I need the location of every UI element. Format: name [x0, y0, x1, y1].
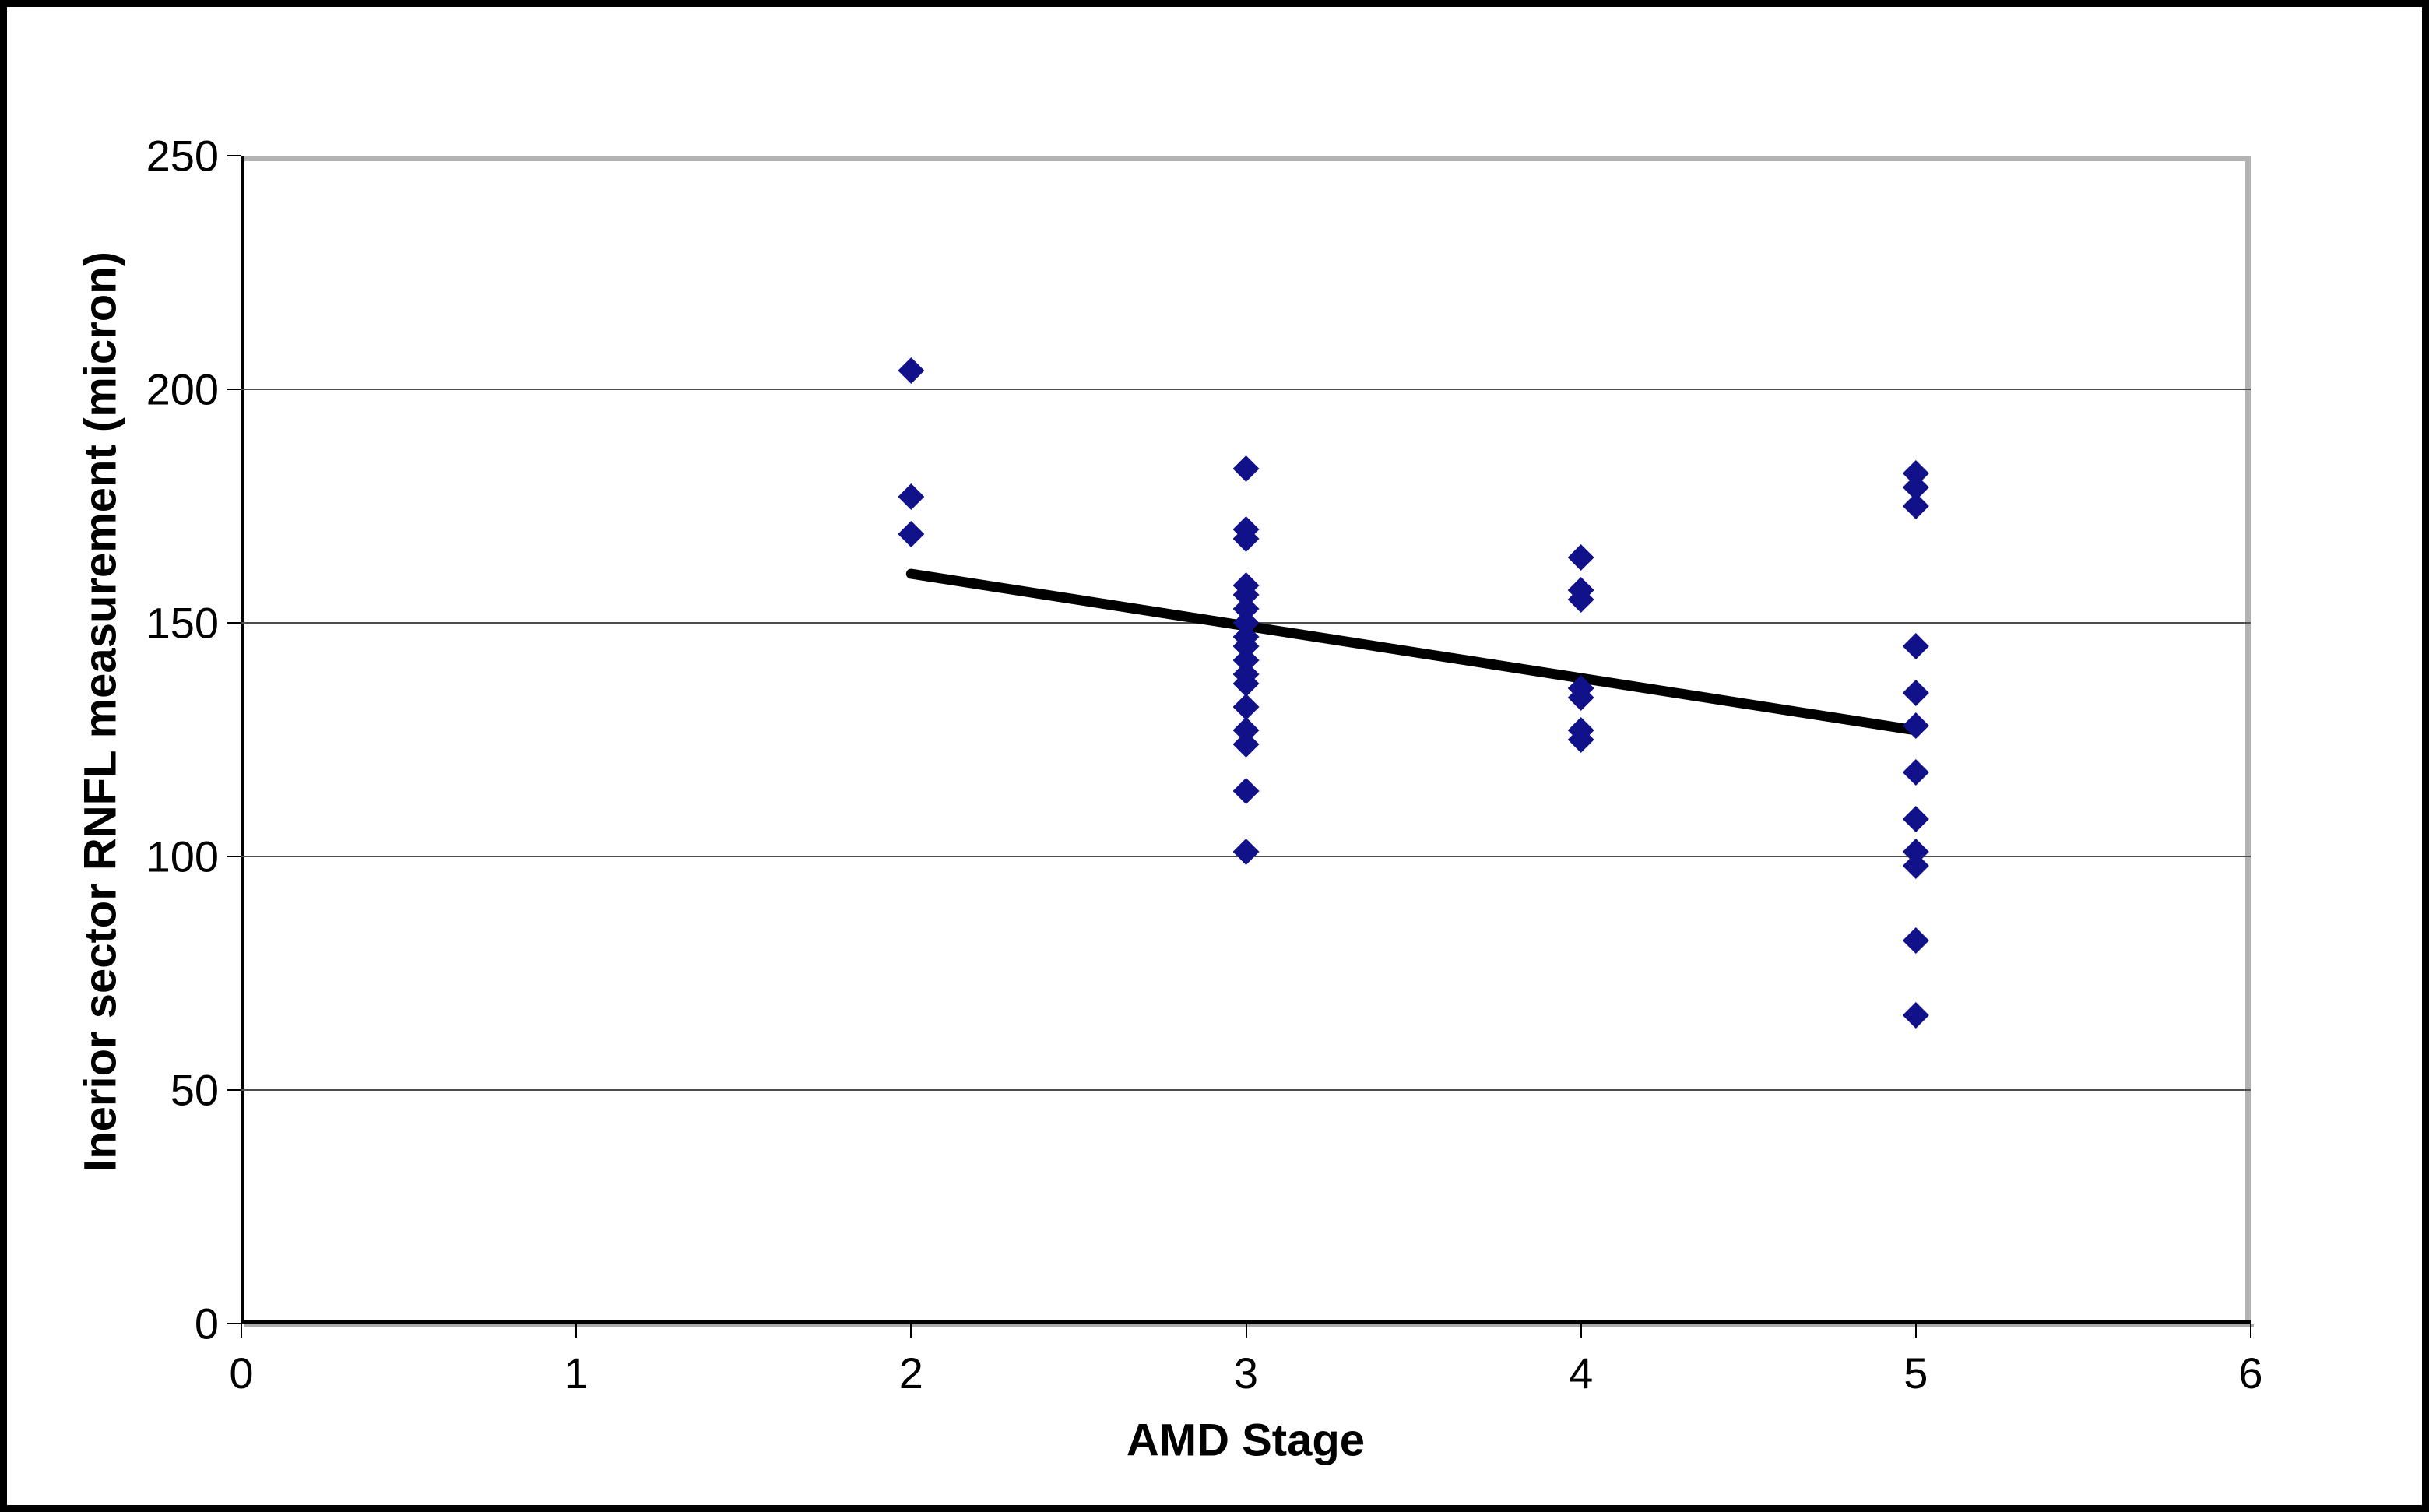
x-tick-mark-0: [241, 1324, 242, 1338]
x-tick-label-2: 2: [898, 1348, 923, 1398]
y-tick-mark-150: [227, 622, 241, 624]
x-tick-label-5: 5: [1903, 1348, 1928, 1398]
y-tick-label-200: 200: [146, 364, 219, 414]
x-axis-line: [241, 1320, 2251, 1324]
y-tick-mark-50: [227, 1089, 241, 1091]
y-tick-mark-0: [227, 1323, 241, 1324]
x-tick-label-6: 6: [2238, 1348, 2263, 1398]
y-tick-label-50: 50: [170, 1065, 219, 1115]
x-tick-mark-3: [1245, 1324, 1247, 1338]
y-tick-mark-200: [227, 389, 241, 390]
x-tick-mark-4: [1580, 1324, 1582, 1338]
x-axis-shadow: [244, 1324, 2254, 1327]
plot-border-top: [241, 156, 2251, 161]
y-tick-label-100: 100: [146, 832, 219, 881]
x-tick-label-4: 4: [1569, 1348, 1594, 1398]
y-tick-label-250: 250: [146, 131, 219, 181]
x-axis-title: AMD Stage: [1126, 1415, 1366, 1466]
trend-line: [905, 568, 1921, 736]
plot-area: [227, 155, 2254, 1338]
x-tick-mark-1: [575, 1324, 578, 1338]
y-tick-mark-250: [227, 155, 241, 156]
x-tick-mark-5: [1914, 1324, 1917, 1338]
x-tick-label-0: 0: [229, 1348, 254, 1398]
y-tick-label-150: 150: [146, 598, 219, 648]
y-tick-label-0: 0: [194, 1299, 219, 1348]
y-gridline-50: [241, 1089, 2251, 1091]
x-tick-mark-6: [2250, 1324, 2251, 1338]
y-tick-mark-100: [227, 856, 241, 857]
x-tick-mark-2: [910, 1324, 912, 1338]
x-tick-label-3: 3: [1233, 1348, 1259, 1398]
x-tick-label-1: 1: [564, 1348, 589, 1398]
y-gridline-200: [241, 389, 2251, 390]
y-axis-line: [241, 156, 244, 1324]
y-axis-title: Inerior sector RNFL measurement (micron): [75, 251, 126, 1172]
plot-border-right: [2245, 156, 2251, 1324]
